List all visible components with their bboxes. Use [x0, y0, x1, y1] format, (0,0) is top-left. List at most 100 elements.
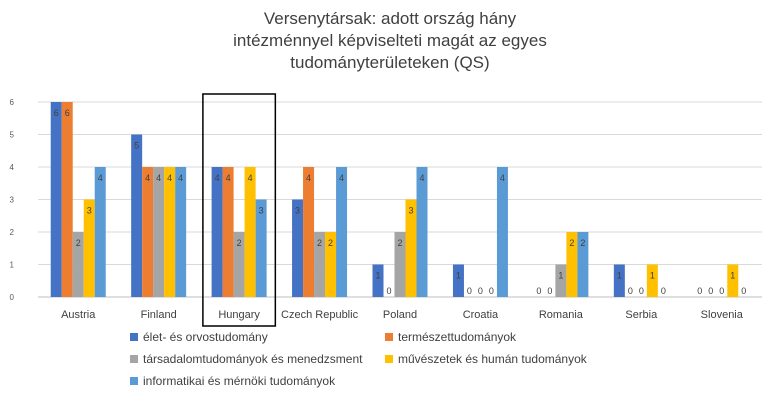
data-label: 4	[419, 173, 424, 183]
bar	[153, 167, 165, 297]
bar	[325, 232, 337, 297]
legend-label: informatikai és mérnöki tudományok	[143, 374, 336, 388]
y-tick-label: 0	[10, 293, 15, 302]
bar	[416, 167, 428, 297]
data-label: 0	[547, 286, 552, 296]
data-label: 0	[708, 286, 713, 296]
y-tick-label: 6	[10, 98, 15, 107]
data-label: 2	[76, 238, 81, 248]
bar	[50, 102, 62, 297]
bar	[222, 167, 234, 297]
data-label: 4	[500, 173, 505, 183]
data-label: 4	[306, 173, 311, 183]
data-label: 0	[386, 286, 391, 296]
data-label: 4	[248, 173, 253, 183]
bar	[292, 199, 304, 297]
data-label: 1	[558, 271, 563, 281]
data-label: 4	[98, 173, 103, 183]
data-label: 5	[134, 141, 139, 151]
data-label: 1	[730, 271, 735, 281]
bar	[244, 167, 256, 297]
data-label: 1	[375, 271, 380, 281]
bar	[164, 167, 176, 297]
data-label: 0	[489, 286, 494, 296]
bar	[405, 199, 417, 297]
data-label: 2	[317, 238, 322, 248]
y-tick-label: 3	[10, 196, 15, 205]
legend-item: élet- és orvostudomány	[130, 330, 268, 344]
x-tick-label: Romania	[539, 309, 584, 321]
x-tick-label: Croatia	[463, 309, 499, 321]
data-label: 3	[87, 206, 92, 216]
bar	[131, 134, 143, 297]
legend-label: természettudományok	[398, 330, 517, 344]
data-label: 3	[408, 206, 413, 216]
data-label: 4	[178, 173, 183, 183]
x-tick-label: Austria	[61, 309, 96, 321]
data-label: 4	[167, 173, 172, 183]
data-label: 2	[580, 238, 585, 248]
bar	[727, 264, 739, 297]
bar	[211, 167, 223, 297]
bar	[646, 264, 658, 297]
data-label: 6	[54, 108, 59, 118]
data-label: 3	[259, 206, 264, 216]
x-tick-label: Finland	[141, 309, 177, 321]
y-tick-label: 1	[10, 261, 15, 270]
bar	[94, 167, 106, 297]
data-label: 0	[467, 286, 472, 296]
data-label: 4	[145, 173, 150, 183]
chart-title-line: intézménnyel képviselteti magát az egyes	[233, 31, 547, 50]
legend-item: társadalomtudományok és menedzsment	[130, 352, 362, 366]
y-tick-label: 4	[10, 163, 15, 172]
bar	[394, 232, 406, 297]
data-label: 4	[339, 173, 344, 183]
legend-label: társadalomtudományok és menedzsment	[143, 352, 363, 366]
data-label: 0	[697, 286, 702, 296]
data-label: 4	[156, 173, 161, 183]
data-label: 3	[295, 206, 300, 216]
bar	[314, 232, 326, 297]
chart-title-line: Versenytársak: adott ország hány	[263, 9, 517, 28]
legend-label: élet- és orvostudomány	[143, 330, 268, 344]
data-label: 0	[628, 286, 633, 296]
data-label: 1	[456, 271, 461, 281]
legend-item: művészetek és humán tudományok	[385, 352, 587, 366]
bar	[233, 232, 245, 297]
bar	[72, 232, 84, 297]
highlight-box	[202, 93, 277, 327]
legend-item: természettudományok	[385, 330, 516, 344]
y-tick-label: 5	[10, 131, 15, 140]
data-label: 4	[226, 173, 231, 183]
x-tick-label: Serbia	[625, 309, 658, 321]
bar	[452, 264, 464, 297]
x-tick-label: Slovenia	[701, 309, 744, 321]
bar	[303, 167, 315, 297]
data-label: 0	[741, 286, 746, 296]
x-tick-label: Poland	[383, 309, 417, 321]
x-tick-label: Czech Republic	[281, 309, 359, 321]
data-label: 1	[650, 271, 655, 281]
data-label: 4	[215, 173, 220, 183]
chart-title-line: tudományterületeken (QS)	[290, 53, 490, 72]
data-label: 0	[719, 286, 724, 296]
data-label: 0	[661, 286, 666, 296]
chart-title: Versenytársak: adott ország hány intézmé…	[200, 8, 580, 74]
data-label: 6	[65, 108, 70, 118]
bar	[372, 264, 384, 297]
bar	[336, 167, 348, 297]
legend-swatch	[130, 355, 138, 363]
bar	[142, 167, 154, 297]
legend-swatch	[130, 377, 138, 385]
data-label: 0	[536, 286, 541, 296]
data-label: 2	[397, 238, 402, 248]
y-tick-label: 2	[10, 228, 15, 237]
bar	[555, 264, 567, 297]
bar	[255, 199, 267, 297]
bar	[496, 167, 508, 297]
data-label: 2	[328, 238, 333, 248]
bar	[577, 232, 589, 297]
data-label: 1	[617, 271, 622, 281]
bar	[61, 102, 73, 297]
bar	[566, 232, 578, 297]
